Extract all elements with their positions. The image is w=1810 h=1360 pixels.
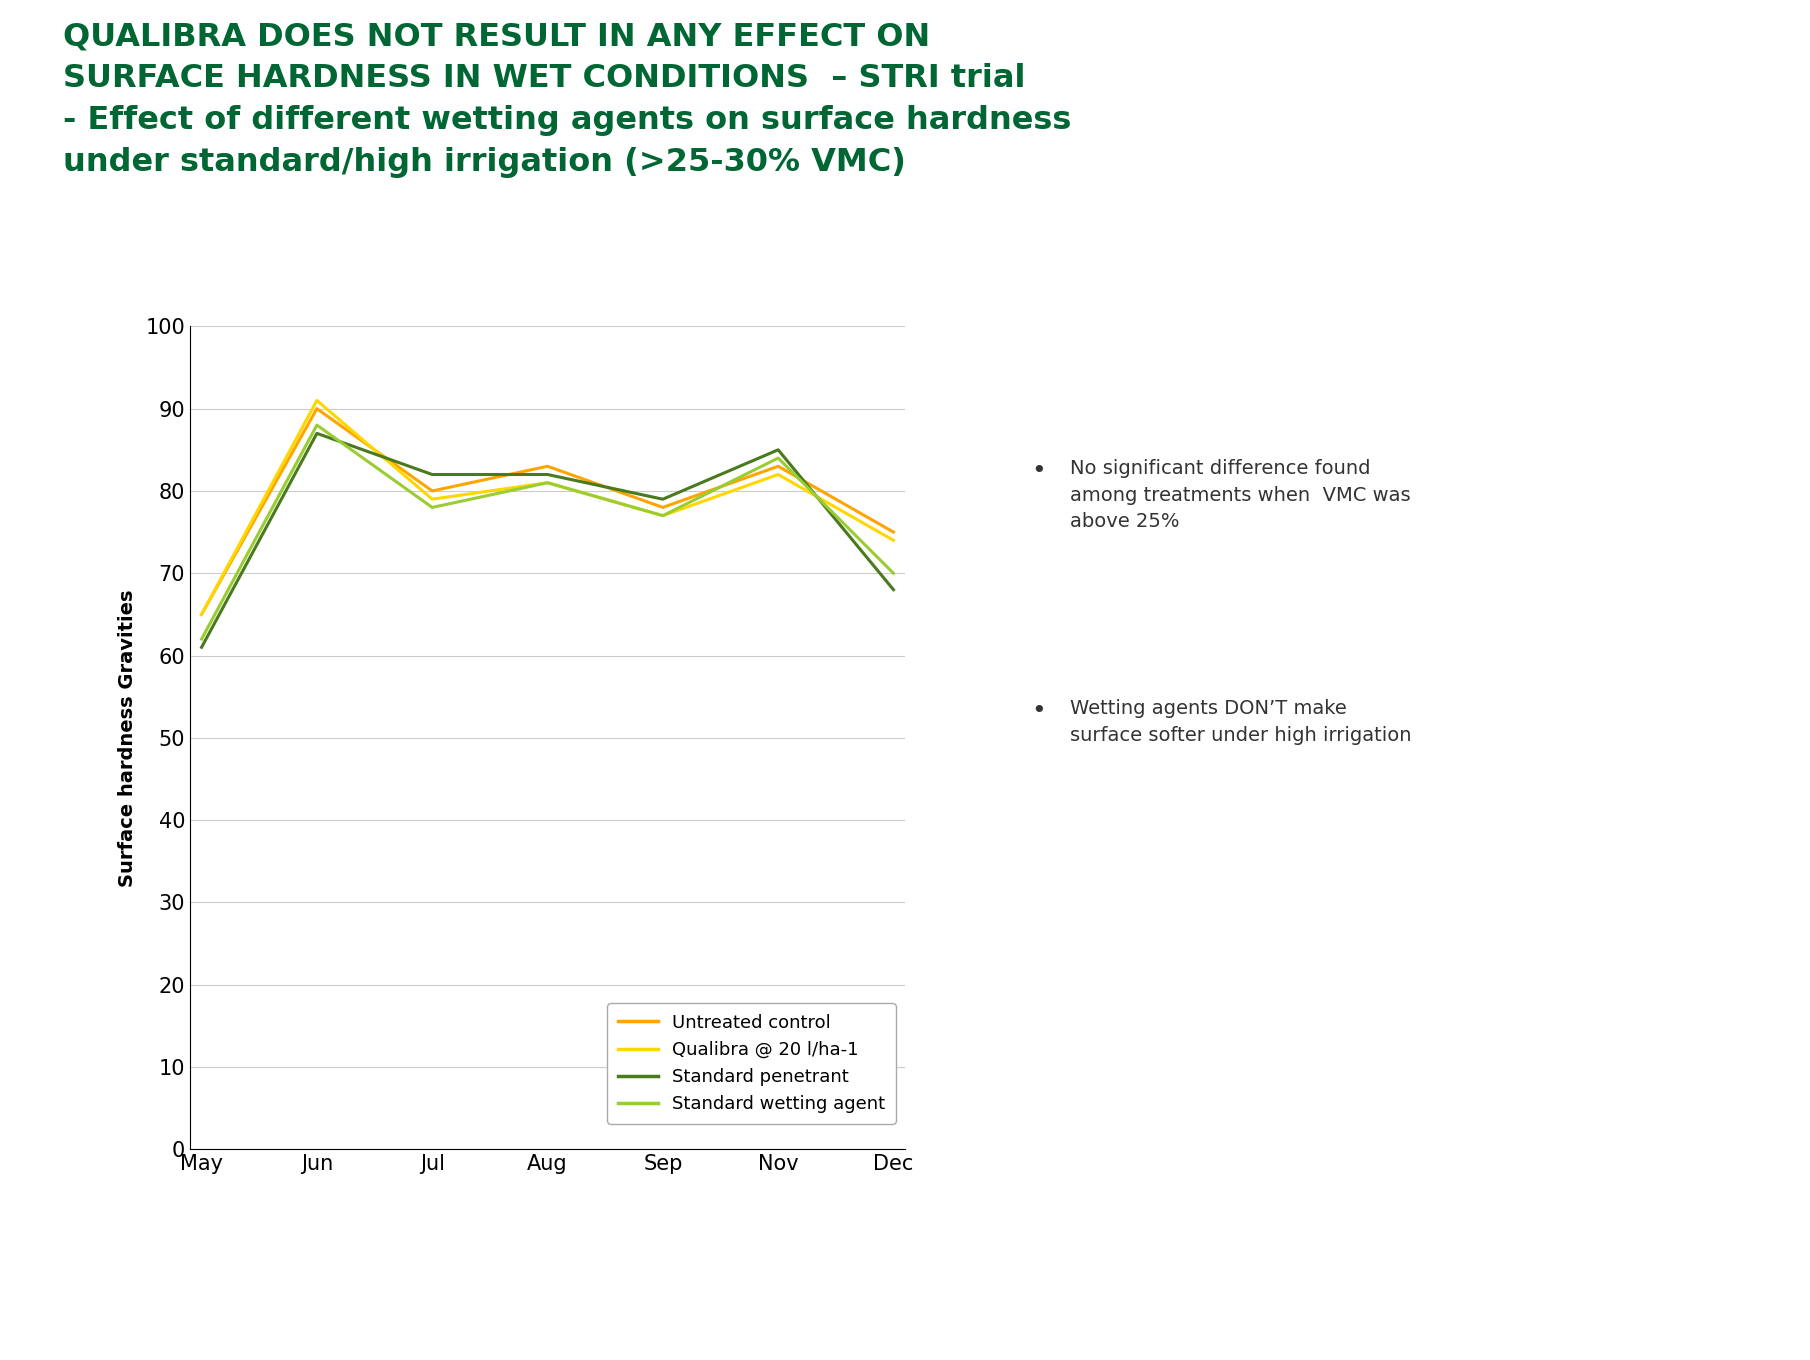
Untreated control [536,458,557,475]
Untreated control [306,401,328,418]
Line: Untreated control: Untreated control [201,409,894,615]
Qualibra @ 20 l/ha-1 [652,507,673,524]
Text: ®: ® [1720,1258,1738,1276]
Standard penetrant [767,442,789,458]
Standard penetrant [536,466,557,483]
Text: syngenta: syngenta [1397,1262,1643,1307]
Standard penetrant [883,582,905,598]
Untreated control [767,458,789,475]
Qualibra @ 20 l/ha-1 [306,392,328,408]
Text: Wetting agents DON’T make
surface softer under high irrigation: Wetting agents DON’T make surface softer… [1070,699,1412,744]
Text: QUALIBRA DOES NOT RESULT IN ANY EFFECT ON
SURFACE HARDNESS IN WET CONDITIONS  – : QUALIBRA DOES NOT RESULT IN ANY EFFECT O… [63,22,1072,178]
Qualibra @ 20 l/ha-1 [767,466,789,483]
Qualibra @ 20 l/ha-1 [422,491,443,507]
Text: •: • [1032,699,1046,724]
Standard penetrant [422,466,443,483]
Qualibra @ 20 l/ha-1 [190,607,212,623]
Qualibra @ 20 l/ha-1 [536,475,557,491]
Standard wetting agent [652,507,673,524]
Standard wetting agent [190,631,212,647]
Untreated control [883,524,905,540]
Standard wetting agent [767,450,789,466]
Text: No significant difference found
among treatments when  VMC was
above 25%: No significant difference found among tr… [1070,460,1410,532]
Text: •: • [1032,460,1046,483]
Untreated control [190,607,212,623]
Line: Standard wetting agent: Standard wetting agent [201,426,894,639]
Standard penetrant [190,639,212,656]
Standard penetrant [652,491,673,507]
Line: Qualibra @ 20 l/ha-1: Qualibra @ 20 l/ha-1 [201,400,894,615]
Standard wetting agent [883,566,905,582]
Standard wetting agent [422,499,443,515]
Untreated control [422,483,443,499]
Standard wetting agent [306,418,328,434]
Legend: Untreated control, Qualibra @ 20 l/ha-1, Standard penetrant, Standard wetting ag: Untreated control, Qualibra @ 20 l/ha-1,… [606,1002,896,1123]
Qualibra @ 20 l/ha-1 [883,532,905,548]
Standard wetting agent [536,475,557,491]
Standard penetrant [306,426,328,442]
Y-axis label: Surface hardness Gravities: Surface hardness Gravities [118,589,138,887]
Line: Standard penetrant: Standard penetrant [201,434,894,647]
Untreated control [652,499,673,515]
